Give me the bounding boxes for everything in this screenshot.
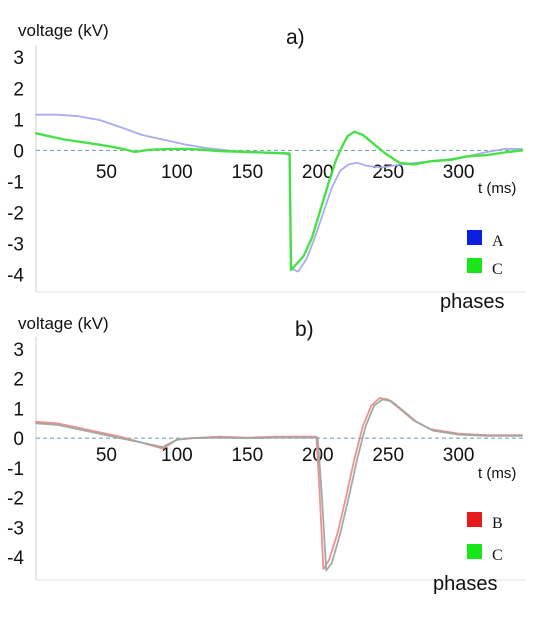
x-tick-label: 100 — [161, 445, 193, 466]
y-tick-label: -1 — [7, 172, 24, 193]
x-tick-label: 200 — [302, 162, 334, 183]
legend-swatch-a — [467, 230, 482, 245]
y-tick-label: 2 — [13, 370, 24, 391]
y-axis-label: voltage (kV) — [18, 21, 109, 40]
chart-title: b) — [295, 318, 314, 341]
chart-title: a) — [286, 26, 305, 49]
y-tick-label: -3 — [7, 518, 24, 539]
legend-swatch-c — [467, 258, 482, 273]
x-tick-label: 300 — [443, 162, 475, 183]
x-axis-label: t (ms) — [478, 180, 516, 197]
x-tick-label: 300 — [443, 445, 475, 466]
x-tick-label: 100 — [161, 162, 193, 183]
legend-title: phases — [440, 291, 505, 313]
y-tick-label: 2 — [13, 79, 24, 100]
legend-label-a: A — [492, 233, 504, 250]
y-tick-label: 1 — [13, 110, 24, 131]
x-tick-label: 150 — [231, 445, 263, 466]
series-line-c — [34, 130, 524, 272]
y-tick-label: -4 — [7, 548, 24, 569]
x-tick-label: 250 — [372, 445, 404, 466]
series-line-c — [35, 398, 523, 572]
y-tick-label: -4 — [7, 266, 24, 287]
x-tick-label: 50 — [96, 445, 117, 466]
y-tick-label: 3 — [13, 48, 24, 69]
series-line-b — [35, 397, 523, 570]
y-tick-label: -1 — [7, 459, 24, 480]
x-tick-label: 150 — [231, 162, 263, 183]
legend-label-c: C — [492, 547, 503, 564]
series-line-a — [35, 113, 523, 273]
legend-label-b: B — [492, 515, 503, 532]
legend-title: phases — [433, 573, 498, 595]
y-axis-label: voltage (kV) — [18, 314, 109, 333]
y-tick-label: -2 — [7, 489, 24, 510]
y-tick-label: 0 — [13, 141, 24, 162]
y-tick-label: -3 — [7, 235, 24, 256]
y-tick-label: 0 — [13, 429, 24, 450]
legend-label-c: C — [492, 261, 503, 278]
y-tick-label: 1 — [13, 399, 24, 420]
legend-swatch-b — [467, 512, 482, 527]
y-tick-label: -2 — [7, 204, 24, 225]
y-tick-label: 3 — [13, 340, 24, 361]
x-tick-label: 50 — [96, 162, 117, 183]
legend-swatch-c — [467, 544, 482, 559]
x-axis-label: t (ms) — [478, 465, 516, 482]
